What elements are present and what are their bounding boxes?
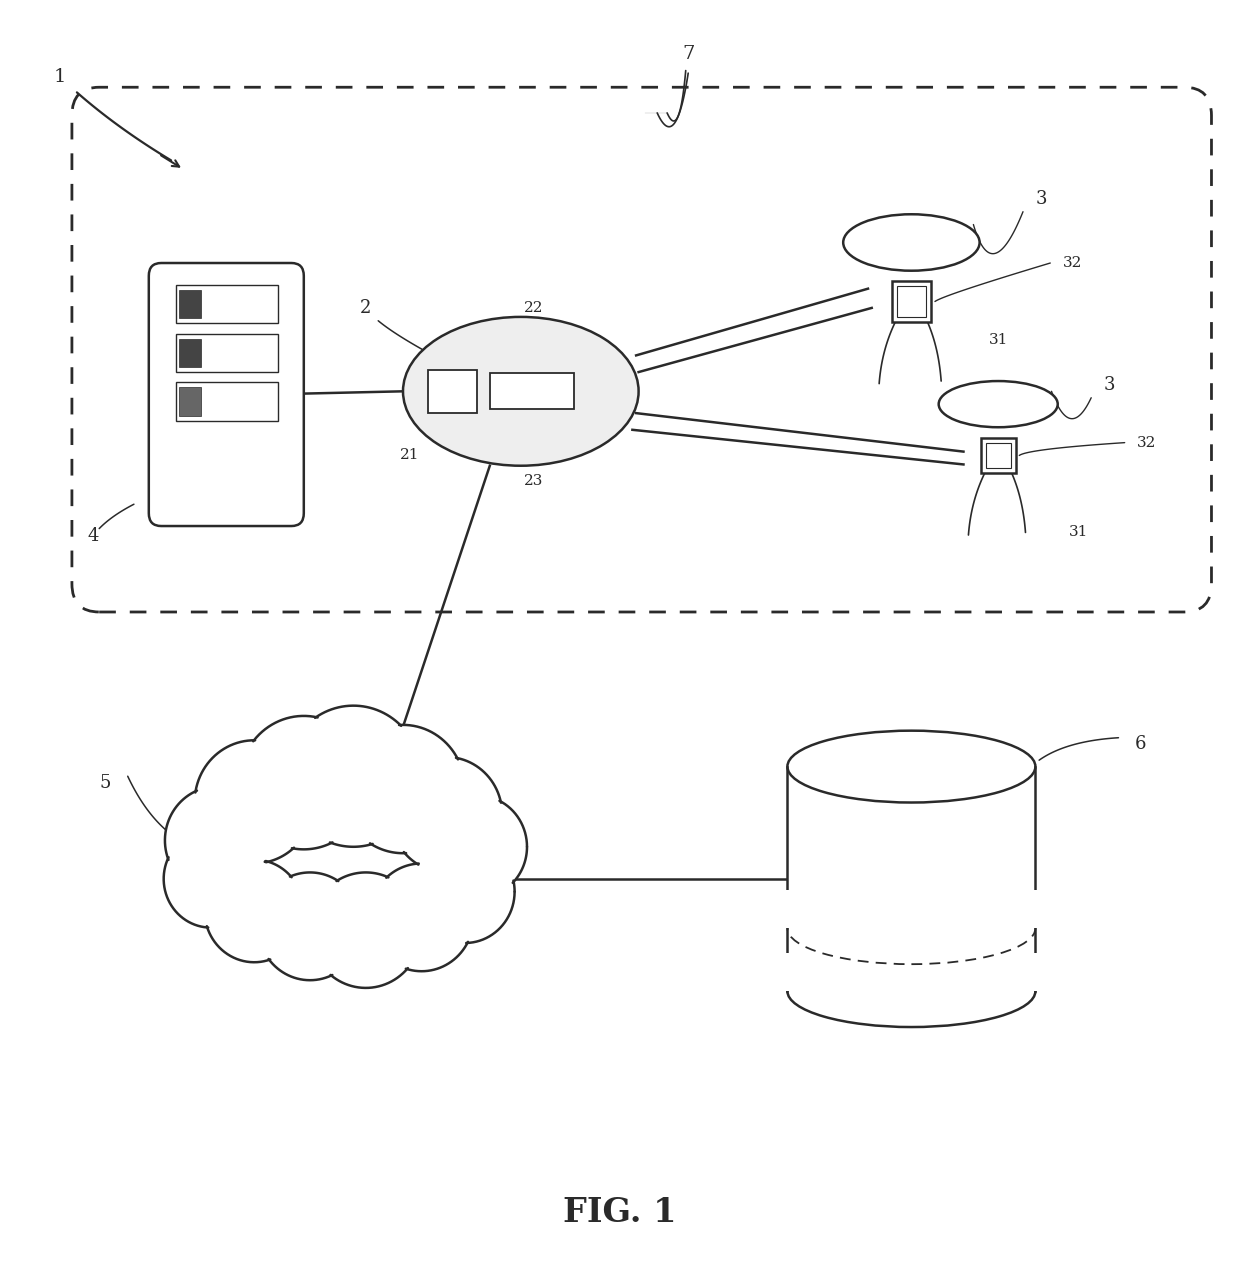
- Circle shape: [205, 860, 304, 962]
- Bar: [179, 339, 201, 367]
- Bar: [986, 443, 1011, 468]
- FancyBboxPatch shape: [149, 263, 304, 526]
- Bar: [179, 290, 201, 318]
- Text: 1: 1: [53, 68, 66, 86]
- Circle shape: [165, 786, 269, 894]
- Circle shape: [428, 795, 527, 898]
- Ellipse shape: [787, 731, 1035, 803]
- Text: 6: 6: [1135, 735, 1147, 753]
- Circle shape: [239, 716, 368, 849]
- Bar: [892, 281, 931, 322]
- Bar: [428, 370, 477, 413]
- Circle shape: [341, 725, 465, 853]
- Bar: [981, 438, 1016, 473]
- Circle shape: [415, 840, 515, 943]
- Text: 22: 22: [523, 302, 543, 314]
- Ellipse shape: [403, 317, 639, 466]
- Circle shape: [391, 757, 502, 872]
- Circle shape: [310, 872, 422, 988]
- Text: 3: 3: [1035, 190, 1048, 208]
- Bar: [785, 890, 1038, 929]
- Bar: [176, 382, 278, 421]
- Text: 3: 3: [1104, 376, 1116, 394]
- Text: 5: 5: [99, 774, 112, 792]
- Bar: [785, 952, 1038, 990]
- Bar: [897, 286, 926, 317]
- Bar: [179, 387, 201, 416]
- Ellipse shape: [787, 955, 1035, 1026]
- Circle shape: [258, 872, 362, 980]
- Bar: [176, 334, 278, 372]
- Text: 31: 31: [1069, 526, 1089, 539]
- Circle shape: [285, 706, 422, 847]
- Text: 23: 23: [523, 475, 543, 488]
- Circle shape: [164, 830, 258, 928]
- Text: 32: 32: [1137, 436, 1157, 449]
- Circle shape: [195, 740, 314, 863]
- Bar: [176, 285, 278, 323]
- Ellipse shape: [843, 214, 980, 271]
- Bar: [490, 373, 574, 409]
- Text: 4: 4: [87, 527, 99, 545]
- Text: 2: 2: [360, 299, 372, 317]
- Bar: [787, 767, 1035, 990]
- Text: 21: 21: [399, 449, 419, 462]
- Ellipse shape: [939, 381, 1058, 427]
- Text: FIG. 1: FIG. 1: [563, 1196, 677, 1229]
- Circle shape: [370, 863, 474, 971]
- Text: 7: 7: [682, 45, 694, 63]
- Text: 32: 32: [1063, 257, 1083, 269]
- Text: 31: 31: [988, 334, 1008, 346]
